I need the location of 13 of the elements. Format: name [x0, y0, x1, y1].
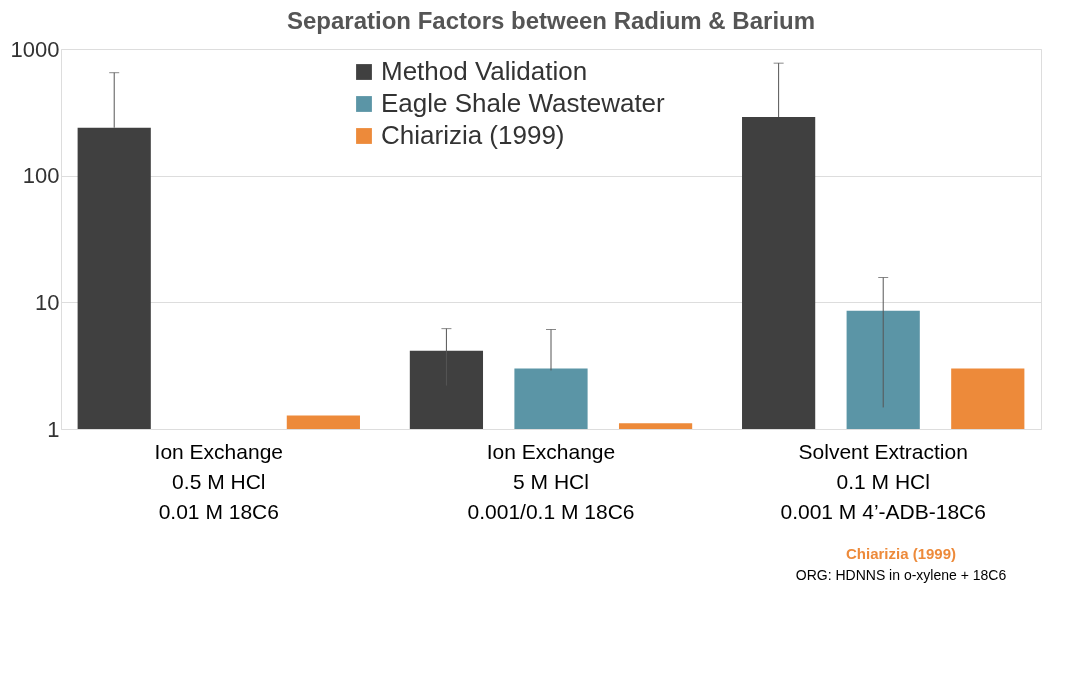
text: Chiarizia (1999): [845, 545, 957, 562]
legend-label: Method Validation: [381, 56, 588, 86]
y-tick-label: 1: [47, 416, 60, 442]
legend-label: Eagle Shale Wastewater: [381, 88, 666, 118]
y-tick-label: 10: [35, 289, 60, 315]
x-tick-label: Ion Exchange 5 M HCl 0.001/0.1 M 18C6: [467, 439, 635, 523]
x-tick-label: Solvent Extraction 0.1 M HCl 0.001 M 4’-ADB-18C6: [780, 439, 986, 523]
chart-title: Separation Factors between Radium & Barium: [286, 7, 816, 34]
y-tick-label: 100: [22, 163, 60, 189]
legend-label: Chiarizia (1999): [381, 120, 565, 150]
y-tick-label: 1000: [10, 36, 60, 62]
text: ORG: HDNNS in o-xylene + 18C6: [795, 567, 1007, 583]
x-tick-label: Ion Exchange 0.5 M HCl 0.01 M 18C6: [154, 439, 284, 523]
